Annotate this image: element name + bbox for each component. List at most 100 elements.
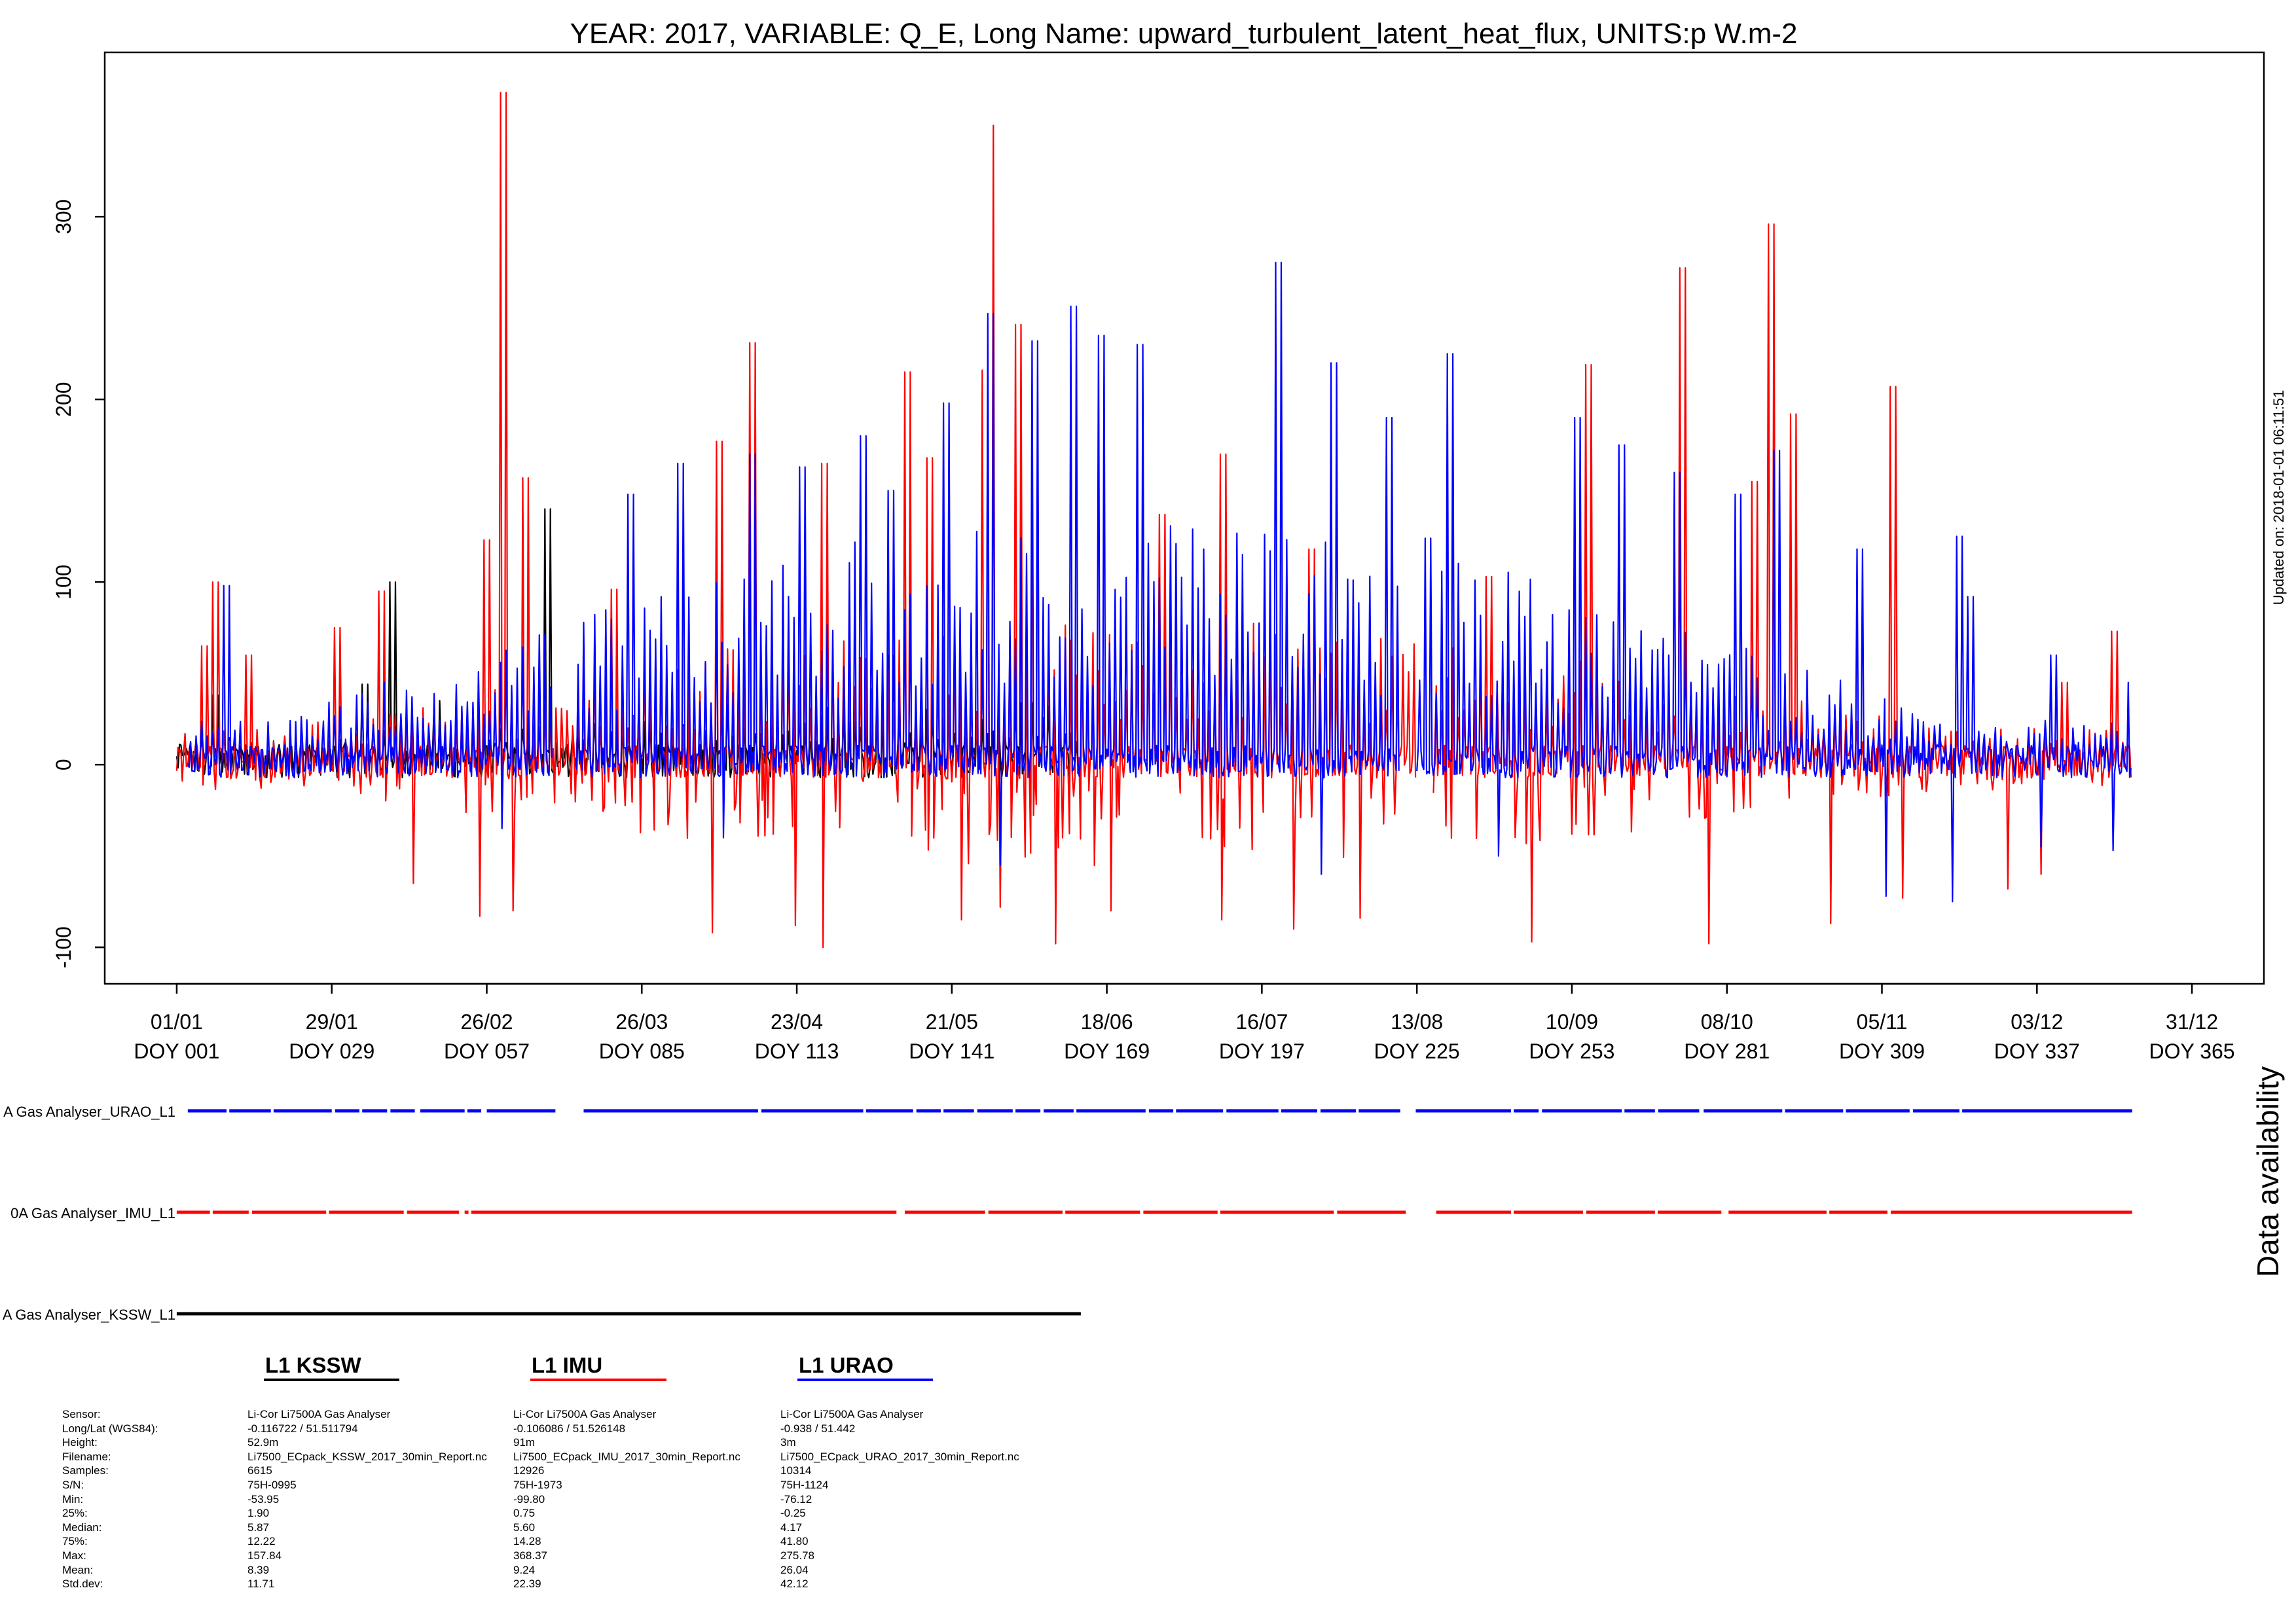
stats-column-urao: Li-Cor Li7500A Gas Analyser -0.938 / 51.4… bbox=[780, 1407, 1019, 1591]
stats-cell: 9.24 bbox=[513, 1563, 536, 1576]
y-tick-label: 100 bbox=[52, 564, 75, 599]
stats-cell: 5.87 bbox=[247, 1521, 270, 1534]
x-tick-date: 26/02 bbox=[460, 1010, 513, 1034]
availability-row-label: 0A Gas Analyser_IMU_L1 bbox=[10, 1205, 175, 1221]
x-tick-doy: DOY 253 bbox=[1529, 1039, 1614, 1063]
stats-cell: 75H-1124 bbox=[780, 1478, 829, 1491]
x-tick-doy: DOY 281 bbox=[1684, 1039, 1770, 1063]
stats-cell: 3m bbox=[780, 1436, 796, 1449]
stats-cell: 22.39 bbox=[513, 1578, 541, 1591]
legend-label-imu: L1 IMU bbox=[532, 1353, 602, 1377]
stats-cell: Long/Lat (WGS84): bbox=[62, 1422, 158, 1435]
x-tick-date: 08/10 bbox=[1701, 1010, 1753, 1034]
series-urao-line bbox=[187, 261, 2132, 903]
stats-cell: S/N: bbox=[62, 1478, 84, 1491]
y-tick-label: -100 bbox=[52, 926, 75, 968]
series-imu-line bbox=[175, 92, 2132, 948]
stats-cell: Samples: bbox=[62, 1464, 109, 1477]
stats-cell: 12.22 bbox=[247, 1535, 276, 1548]
availability-label: Data availability bbox=[2251, 1066, 2285, 1277]
x-tick-doy: DOY 001 bbox=[134, 1039, 219, 1063]
stats-cell: -0.938 / 51.442 bbox=[780, 1422, 856, 1435]
stats-cell: -0.116722 / 51.511794 bbox=[247, 1422, 358, 1435]
stats-cell: 52.9m bbox=[247, 1436, 279, 1449]
stats-cell: 157.84 bbox=[247, 1549, 282, 1562]
stats-cell: 12926 bbox=[513, 1464, 545, 1477]
stats-cell: Median: bbox=[62, 1521, 102, 1534]
x-tick-doy: DOY 225 bbox=[1374, 1039, 1460, 1063]
x-tick-date: 05/11 bbox=[1857, 1010, 1908, 1034]
stats-cell: Min: bbox=[62, 1492, 84, 1506]
stats-cell: 75H-0995 bbox=[247, 1478, 297, 1491]
stats-cell: 41.80 bbox=[780, 1535, 809, 1548]
y-tick-label: 0 bbox=[52, 759, 75, 770]
stats-cell: 91m bbox=[513, 1436, 536, 1449]
stats-cell: Li-Cor Li7500A Gas Analyser bbox=[513, 1408, 657, 1420]
x-tick-date: 18/06 bbox=[1081, 1010, 1133, 1034]
stats-cell: 11.71 bbox=[247, 1578, 275, 1591]
stats-cell: -99.80 bbox=[513, 1492, 545, 1506]
stats-cell: Li7500_ECpack_URAO_2017_30min_Report.nc bbox=[780, 1450, 1019, 1463]
stats-cell: Sensor: bbox=[62, 1408, 101, 1420]
stats-cell: 6615 bbox=[247, 1464, 272, 1477]
legend-label-urao: L1 URAO bbox=[799, 1353, 894, 1377]
y-tick-label: 200 bbox=[52, 382, 75, 416]
x-tick-date: 23/04 bbox=[771, 1010, 823, 1034]
stats-cell: 4.17 bbox=[780, 1521, 803, 1534]
x-tick-date: 10/09 bbox=[1546, 1010, 1598, 1034]
stats-cell: 75%: bbox=[62, 1535, 88, 1548]
stats-cell: 75H-1973 bbox=[513, 1478, 562, 1491]
stats-column-imu: Li-Cor Li7500A Gas Analyser -0.106086 / 5… bbox=[513, 1407, 740, 1591]
stats-cell: 10314 bbox=[780, 1464, 812, 1477]
plot-series bbox=[175, 92, 2132, 948]
stats-cell: -53.95 bbox=[247, 1492, 280, 1506]
x-tick-doy: DOY 309 bbox=[1839, 1039, 1925, 1063]
x-tick-doy: DOY 113 bbox=[755, 1039, 839, 1063]
stats-cell: -76.12 bbox=[780, 1492, 812, 1506]
x-tick-doy: DOY 365 bbox=[2149, 1039, 2235, 1063]
plot-frame bbox=[103, 51, 2265, 985]
y-tick-label: 300 bbox=[52, 199, 75, 234]
x-tick-doy: DOY 057 bbox=[444, 1039, 530, 1063]
x-tick-doy: DOY 169 bbox=[1064, 1039, 1150, 1063]
stats-cell: Mean: bbox=[62, 1563, 94, 1576]
stats-cell: Li-Cor Li7500A Gas Analyser bbox=[780, 1408, 924, 1420]
x-tick-date: 03/12 bbox=[2011, 1010, 2063, 1034]
x-tick-date: 26/03 bbox=[615, 1010, 668, 1034]
availability-row-label: A Gas Analyser_KSSW_L1 bbox=[3, 1307, 175, 1323]
updated-stamp: Updated on: 2018-01-01 06:11:51 bbox=[2270, 390, 2287, 605]
availability-row-label: A Gas Analyser_URAO_L1 bbox=[3, 1104, 175, 1120]
legend-label-kssw: L1 KSSW bbox=[265, 1353, 362, 1377]
stats-cell: Li7500_ECpack_IMU_2017_30min_Report.nc bbox=[513, 1450, 740, 1463]
stats-cell: 5.60 bbox=[513, 1521, 536, 1534]
x-tick-date: 13/08 bbox=[1391, 1010, 1443, 1034]
stats-cell: Std.dev: bbox=[62, 1578, 103, 1591]
stats-cell: -0.106086 / 51.526148 bbox=[513, 1422, 626, 1435]
x-tick-doy: DOY 029 bbox=[289, 1039, 374, 1063]
stats-cell: -0.25 bbox=[780, 1507, 806, 1520]
stats-cell: 368.37 bbox=[513, 1549, 547, 1562]
stats-cell: 1.90 bbox=[247, 1507, 270, 1520]
legend: L1 KSSW L1 IMU L1 URAO bbox=[264, 1353, 933, 1381]
stats-cell: Max: bbox=[62, 1549, 86, 1562]
stats-cell: Li7500_ECpack_KSSW_2017_30min_Report.nc bbox=[247, 1450, 487, 1463]
x-tick-date: 01/01 bbox=[151, 1010, 203, 1034]
stats-cell: Height: bbox=[62, 1436, 98, 1449]
stats-cell: 14.28 bbox=[513, 1535, 541, 1548]
x-tick-date: 29/01 bbox=[306, 1010, 358, 1034]
x-tick-date: 16/07 bbox=[1235, 1010, 1288, 1034]
stats-cell: 275.78 bbox=[780, 1549, 814, 1562]
x-tick-doy: DOY 085 bbox=[599, 1039, 685, 1063]
stats-cell: 25%: bbox=[62, 1507, 88, 1520]
stats-cell: 0.75 bbox=[513, 1507, 536, 1520]
stats-cell: 8.39 bbox=[247, 1563, 270, 1576]
stats-column-kssw: Li-Cor Li7500A Gas Analyser -0.116722 / 5… bbox=[247, 1407, 487, 1591]
x-tick-doy: DOY 141 bbox=[909, 1039, 994, 1063]
chart-title: YEAR: 2017, VARIABLE: Q_E, Long Name: up… bbox=[570, 18, 1797, 50]
y-axis: -100 0 100 200 300 bbox=[52, 199, 105, 968]
stats-row-labels: Sensor: Long/Lat (WGS84): Height: Filename:… bbox=[62, 1407, 158, 1591]
x-tick-doy: DOY 197 bbox=[1219, 1039, 1305, 1063]
x-tick-date: 21/05 bbox=[926, 1010, 978, 1034]
stats-cell: Li-Cor Li7500A Gas Analyser bbox=[247, 1408, 391, 1420]
